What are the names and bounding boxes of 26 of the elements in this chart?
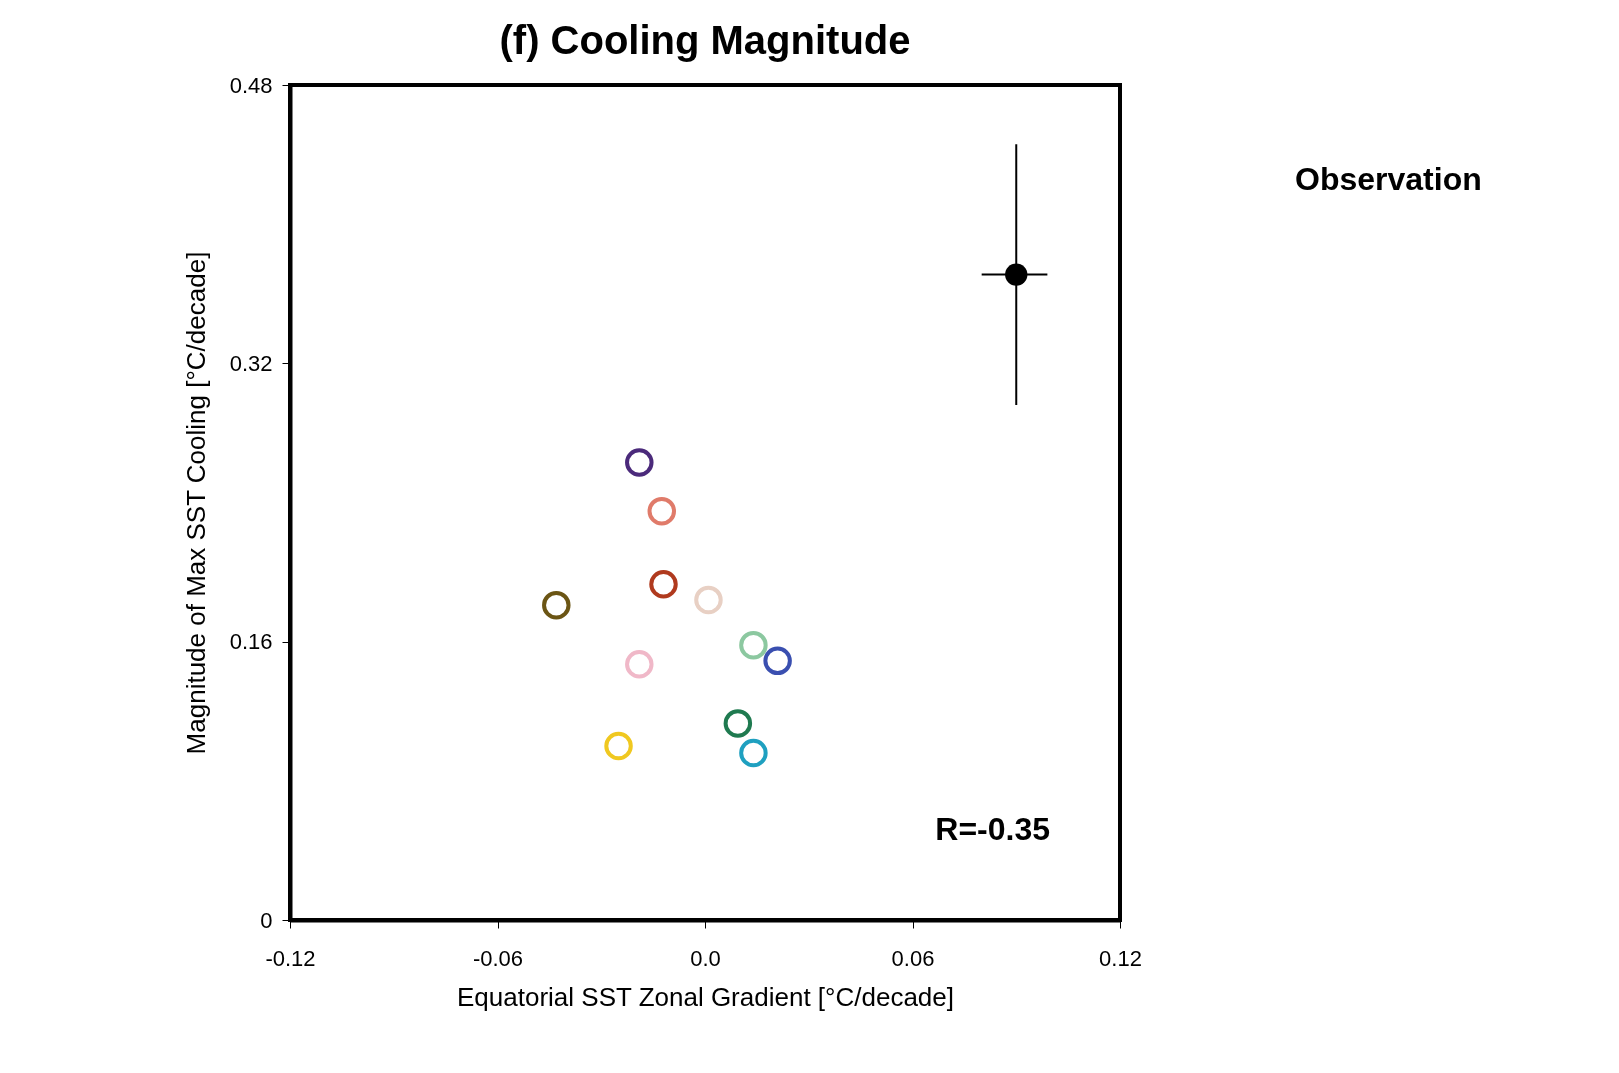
y-axis-title: Magnitude of Max SST Cooling [°C/decade] — [180, 251, 211, 755]
point — [763, 646, 792, 676]
y-tick-label: 0.32 — [229, 350, 273, 376]
point — [604, 731, 633, 761]
point — [542, 590, 571, 620]
y-tick-label: 0.16 — [229, 629, 273, 655]
point — [649, 570, 678, 599]
x-tick-label: 0.0 — [690, 945, 721, 971]
y-tick-label: 0 — [260, 907, 273, 933]
chart-title: (f) Cooling Magnitude — [499, 18, 911, 62]
point — [625, 448, 654, 477]
x-tick-label: 0.06 — [891, 945, 935, 971]
x-tick-label: -0.06 — [472, 945, 524, 971]
x-tick-label: -0.12 — [265, 945, 316, 971]
point — [647, 496, 677, 526]
point — [739, 738, 768, 768]
point — [739, 630, 768, 660]
x-axis-title: Equatorial SST Zonal Gradient [°C/decade] — [457, 981, 954, 1012]
text: Observation — [1295, 161, 1482, 197]
annotation: R=-0.35 — [935, 811, 1050, 847]
y-tick-label: 0.48 — [229, 72, 273, 98]
point — [1005, 263, 1028, 286]
point — [723, 709, 753, 738]
point — [625, 650, 654, 679]
x-tick-label: 0.12 — [1099, 945, 1142, 971]
point — [694, 585, 723, 615]
